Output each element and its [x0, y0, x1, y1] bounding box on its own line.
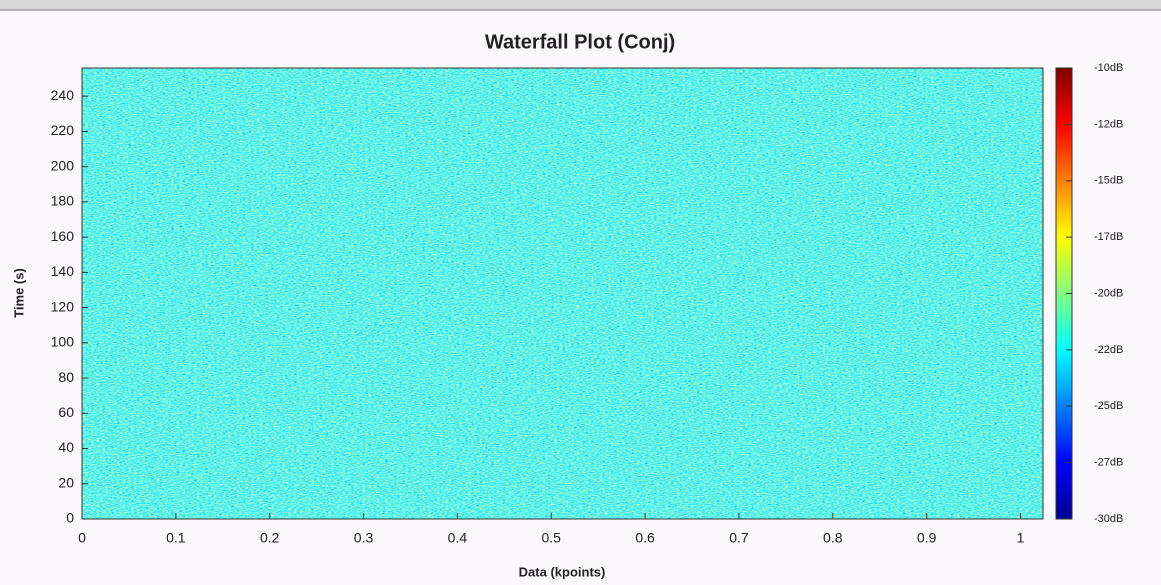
x-tick-label: 0 — [78, 530, 86, 546]
y-axis-label: Time (s) — [11, 268, 26, 318]
x-tick-label: 0.5 — [542, 530, 562, 546]
y-tick-label: 160 — [51, 228, 75, 244]
x-tick-label: 0.3 — [354, 530, 374, 546]
y-tick-label: 40 — [58, 439, 74, 455]
x-tick-label: 1 — [1017, 530, 1025, 546]
y-tick-label: 200 — [51, 157, 75, 173]
y-tick-label: 0 — [66, 510, 74, 526]
x-tick-label: 0.9 — [917, 530, 937, 546]
y-tick-label: 120 — [51, 298, 75, 314]
y-tick-label: 80 — [58, 369, 74, 385]
x-tick-label: 0.2 — [260, 530, 280, 546]
colorbar-tick-label: -20dB — [1094, 287, 1123, 299]
x-tick-label: 0.1 — [166, 530, 186, 546]
y-tick-label: 240 — [51, 87, 75, 103]
colorbar-tick-label: -15dB — [1094, 175, 1123, 187]
y-tick-label: 180 — [51, 193, 75, 209]
x-tick-label: 0.4 — [448, 530, 468, 546]
y-tick-label: 140 — [51, 263, 75, 279]
x-axis-label: Data (kpoints) — [519, 564, 606, 579]
colorbar-tick-label: -27dB — [1094, 457, 1123, 469]
colorbar-tick-label: -17dB — [1094, 231, 1123, 243]
y-tick-label: 60 — [58, 404, 74, 420]
y-tick-label: 20 — [58, 474, 74, 490]
x-tick-label: 0.8 — [823, 530, 843, 546]
colorbar-tick-label: -30dB — [1094, 513, 1123, 525]
top-bar — [0, 0, 1161, 10]
y-tick-label: 100 — [51, 334, 75, 350]
colorbar-tick-label: -25dB — [1094, 400, 1123, 412]
x-tick-label: 0.6 — [635, 530, 655, 546]
colorbar-tick-label: -22dB — [1094, 344, 1123, 356]
colorbar-tick-label: -10dB — [1094, 62, 1123, 74]
plot-frame — [81, 67, 1044, 520]
x-tick-label: 0.7 — [729, 530, 749, 546]
colorbar-tick-label: -12dB — [1094, 118, 1123, 130]
heatmap-image — [82, 68, 1043, 519]
y-tick-label: 220 — [51, 122, 75, 138]
chart-title: Waterfall Plot (Conj) — [485, 31, 675, 53]
